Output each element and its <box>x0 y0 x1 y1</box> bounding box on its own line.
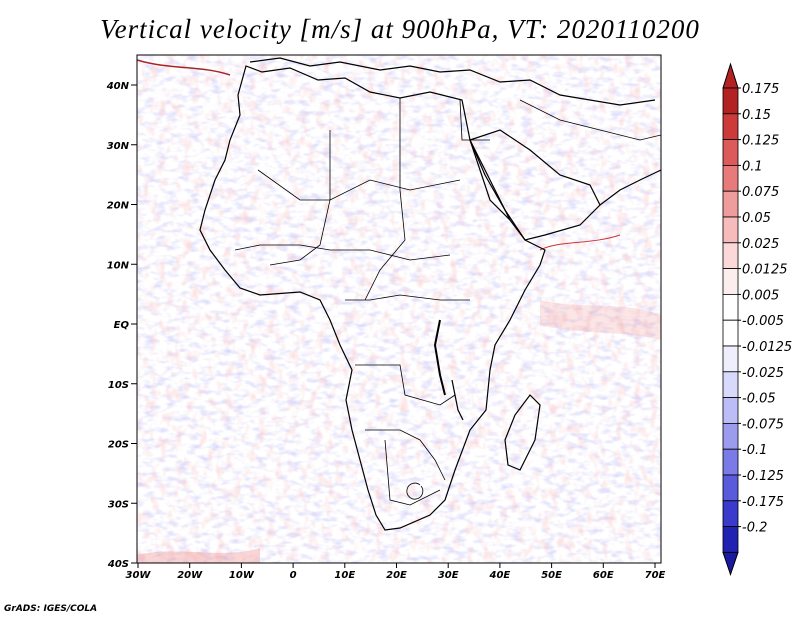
colorbar-swatch <box>722 293 739 321</box>
x-tick-label: 10E <box>334 570 355 581</box>
colorbar-label: -0.0125 <box>742 340 792 355</box>
x-tick-label: 20E <box>386 570 407 581</box>
colorbar-label: 0.15 <box>742 108 771 123</box>
colorbar-swatch <box>722 500 739 527</box>
map-title: Vertical velocity [m/s] at 900hPa, VT: 2… <box>100 14 700 44</box>
colorbar-swatch <box>722 422 739 450</box>
x-tick-label: 10W <box>229 570 255 581</box>
colorbar-label: -0.025 <box>742 366 784 381</box>
colorbar-swatch <box>722 345 739 373</box>
colorbar-label: -0.05 <box>742 392 776 407</box>
y-tick-label: 40S <box>107 559 129 570</box>
x-tick-label: 0 <box>290 570 297 581</box>
colorbar-swatch <box>722 190 739 218</box>
colorbar: 0.175 0.15 0.125 0.1 0.075 0.05 0.025 0.0125 0.0… <box>722 62 792 576</box>
colorbar-swatch <box>722 87 739 115</box>
colorbar-swatch <box>722 268 739 295</box>
colorbar-label: 0.1 <box>742 159 763 174</box>
colorbar-swatch <box>722 164 739 192</box>
x-tick-label: 20W <box>177 570 203 581</box>
coastlines <box>199 57 661 531</box>
colorbar-label: -0.125 <box>742 469 784 484</box>
y-tick-label: 30N <box>107 141 130 152</box>
colorbar-swatch <box>722 319 739 347</box>
y-tick-label: 10S <box>108 380 129 391</box>
colorbar-label: -0.175 <box>742 495 784 510</box>
colorbar-top-arrow <box>722 62 739 89</box>
x-tick-label: 70E <box>645 570 666 581</box>
colorbar-swatch <box>722 448 739 476</box>
colorbar-swatch <box>722 139 739 166</box>
colorbar-label: 0.175 <box>742 82 779 97</box>
colorbar-swatch <box>722 371 739 398</box>
y-tick-label: EQ <box>114 320 130 331</box>
colorbar-swatch <box>722 242 739 270</box>
y-axis: 40N 30N 20N 10N EQ 10S 20S 30S 40S <box>106 81 137 570</box>
y-tick-label: 20N <box>107 201 130 212</box>
x-axis: 30W 20W 10W 0 10E 20E 30E 40E 50E 60E 70E <box>126 563 666 581</box>
colorbar-label: -0.1 <box>742 443 767 458</box>
x-tick-label: 60E <box>593 570 614 581</box>
colorbar-label: -0.075 <box>742 417 784 432</box>
x-tick-label: 30W <box>126 570 152 581</box>
x-tick-label: 40E <box>489 570 511 581</box>
colorbar-label: -0.2 <box>742 521 767 536</box>
colorbar-swatch <box>722 216 739 244</box>
colorbar-label: -0.005 <box>742 314 784 329</box>
colorbar-label: 0.125 <box>742 134 779 149</box>
colorbar-swatch <box>722 397 739 424</box>
colorbar-bottom-arrow <box>722 551 739 576</box>
x-tick-label: 30E <box>438 570 459 581</box>
colorbar-label: 0.075 <box>742 185 779 200</box>
y-tick-label: 10N <box>107 260 130 271</box>
colorbar-label: 0.005 <box>742 288 779 303</box>
colorbar-label: 0.025 <box>742 237 779 252</box>
plot-frame <box>136 54 662 564</box>
y-tick-label: 30S <box>108 499 129 510</box>
x-tick-label: 50E <box>541 570 562 581</box>
colorbar-label: 0.05 <box>742 211 771 226</box>
velocity-field <box>137 55 661 563</box>
colorbar-label: 0.0125 <box>742 263 788 278</box>
colorbar-swatch <box>722 526 739 553</box>
y-tick-label: 20S <box>108 440 129 451</box>
colorbar-swatch <box>722 113 739 141</box>
y-tick-label: 40N <box>106 81 130 92</box>
grads-credit: GrADS: IGES/COLA <box>4 604 98 614</box>
colorbar-swatch <box>722 474 739 502</box>
